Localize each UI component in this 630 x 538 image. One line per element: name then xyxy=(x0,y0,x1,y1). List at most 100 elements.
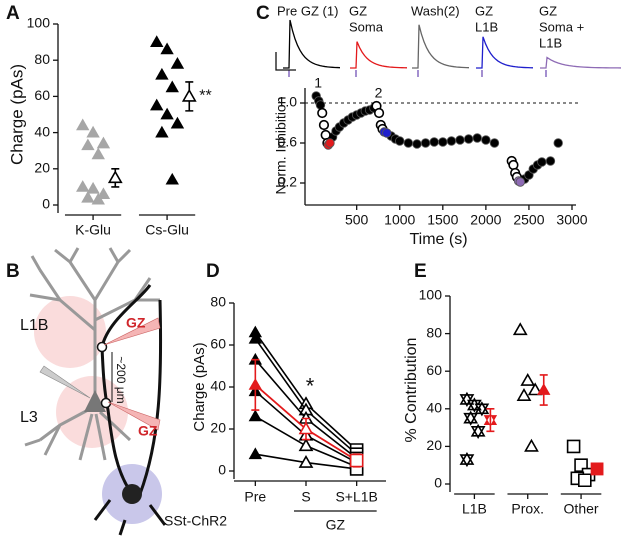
x-tick-label: S+L1B xyxy=(335,489,377,505)
data-point xyxy=(325,138,335,148)
y-tick-label: 100 xyxy=(27,15,51,31)
data-point xyxy=(515,177,526,187)
pyramidal-dendrites xyxy=(24,247,160,461)
data-point xyxy=(481,135,491,145)
data-point xyxy=(463,410,479,426)
x-tick-label: Prox. xyxy=(511,501,544,517)
data-point xyxy=(150,35,164,47)
data-point xyxy=(412,139,422,149)
data-point xyxy=(181,88,197,102)
data-point xyxy=(524,438,539,452)
x-tick-label: K-Glu xyxy=(75,222,111,238)
y-tick-label: 0 xyxy=(218,462,226,478)
bouton xyxy=(100,397,112,409)
data-point xyxy=(470,423,486,439)
data-point xyxy=(91,192,105,205)
scale-bar xyxy=(275,52,296,71)
y-tick-label: 20 xyxy=(34,160,50,176)
data-point xyxy=(474,401,490,417)
x-tick-label: 2000 xyxy=(470,212,501,228)
y-tick-label: 60 xyxy=(426,362,442,378)
data-point xyxy=(590,462,604,476)
data-point xyxy=(429,137,439,147)
data-point xyxy=(382,128,392,138)
annotation: 2 xyxy=(375,85,383,101)
y-tick-label: 20 xyxy=(426,437,442,453)
y-axis-label: Charge (pAs) xyxy=(7,64,26,165)
x-tick-label: L1B xyxy=(462,501,487,517)
panel-letter: D xyxy=(206,261,220,282)
panel-letter: E xyxy=(414,261,427,282)
data-point xyxy=(96,136,111,149)
data-point xyxy=(459,451,475,468)
x-tick-label: Pre xyxy=(244,489,266,505)
bouton xyxy=(96,341,108,353)
data-point xyxy=(170,116,185,129)
y-tick-label: 0 xyxy=(434,475,442,491)
trace-label: L1B xyxy=(475,19,498,34)
y-axis-label: Charge (pAs) xyxy=(191,342,208,431)
data-point xyxy=(170,57,185,69)
example-trace xyxy=(350,41,408,69)
data-point xyxy=(96,187,111,200)
trace-label: L1B xyxy=(539,35,562,50)
x-tick-label: Other xyxy=(564,501,599,517)
data-point xyxy=(545,156,556,166)
data-point xyxy=(248,378,263,390)
data-point xyxy=(553,138,563,148)
trace-label: Soma + xyxy=(539,19,584,34)
pipette xyxy=(39,365,91,399)
data-point xyxy=(107,170,123,184)
data-point xyxy=(248,331,263,344)
data-point xyxy=(512,322,528,336)
data-point xyxy=(248,409,263,422)
data-point xyxy=(155,67,169,80)
y-tick-label: 80 xyxy=(210,294,226,310)
trace-label: GZ xyxy=(539,3,557,18)
trace-label: Soma xyxy=(349,19,384,34)
data-point xyxy=(349,453,364,468)
data-point xyxy=(81,190,95,203)
data-point xyxy=(315,100,326,110)
y-axis-label: Norm. Inhibition xyxy=(273,96,289,194)
x-axis-label: Time (s) xyxy=(409,231,467,248)
diagram-b: L1B GZ ~200 μm L3 GZ SSt-ChR2 xyxy=(20,247,227,536)
data-point xyxy=(298,454,314,468)
x-tick-label: 1500 xyxy=(427,212,458,228)
data-point xyxy=(566,439,581,454)
layer-label: L1B xyxy=(20,317,48,334)
y-tick-label: 0 xyxy=(42,196,50,212)
distance-label: ~200 μm xyxy=(114,356,128,403)
interneuron-soma xyxy=(122,484,142,504)
trace-label: GZ xyxy=(349,3,367,18)
example-trace xyxy=(283,19,341,69)
data-point xyxy=(420,138,431,148)
data-point xyxy=(446,136,457,146)
data-point xyxy=(527,382,543,396)
stim-region xyxy=(34,296,106,368)
y-tick-label: 100 xyxy=(419,287,443,303)
y-axis-label: % Contribution xyxy=(403,338,420,443)
data-point xyxy=(81,138,95,151)
y-tick-label: 40 xyxy=(34,123,50,139)
trace-label: GZ xyxy=(475,3,493,18)
y-tick-label: 80 xyxy=(34,51,50,67)
x-tick-label: 1000 xyxy=(384,212,415,228)
data-point xyxy=(155,125,169,138)
data-point xyxy=(463,134,474,144)
pipette xyxy=(107,401,161,431)
x-tick-label: 2500 xyxy=(513,212,544,228)
annotation: 1 xyxy=(314,75,322,91)
drug-label: GZ xyxy=(126,315,146,331)
panel-letter: A xyxy=(6,3,20,24)
data-point xyxy=(483,413,498,427)
data-point xyxy=(373,107,385,119)
pyramidal-soma xyxy=(84,390,106,412)
example-trace xyxy=(476,36,534,69)
x-tick-label: S xyxy=(301,489,310,505)
y-tick-label: 40 xyxy=(210,378,226,394)
data-point xyxy=(578,473,592,488)
x-tick-label: 500 xyxy=(345,212,369,228)
